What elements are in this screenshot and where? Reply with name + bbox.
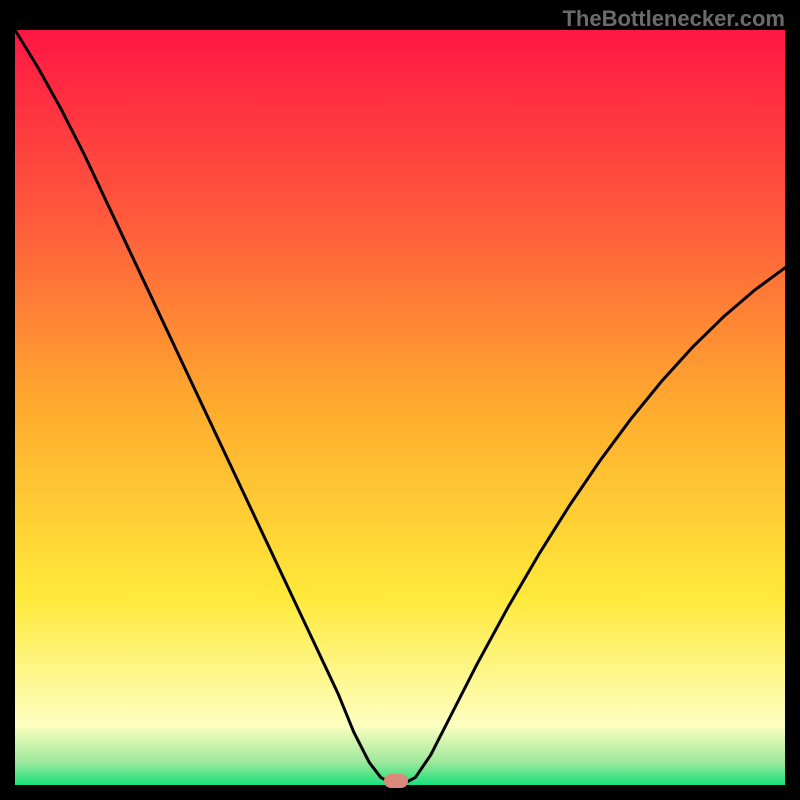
optimal-point-marker <box>384 774 408 788</box>
bottleneck-curve <box>0 0 800 800</box>
watermark-text: TheBottlenecker.com <box>562 6 785 32</box>
bottleneck-chart: TheBottlenecker.com <box>0 0 800 800</box>
